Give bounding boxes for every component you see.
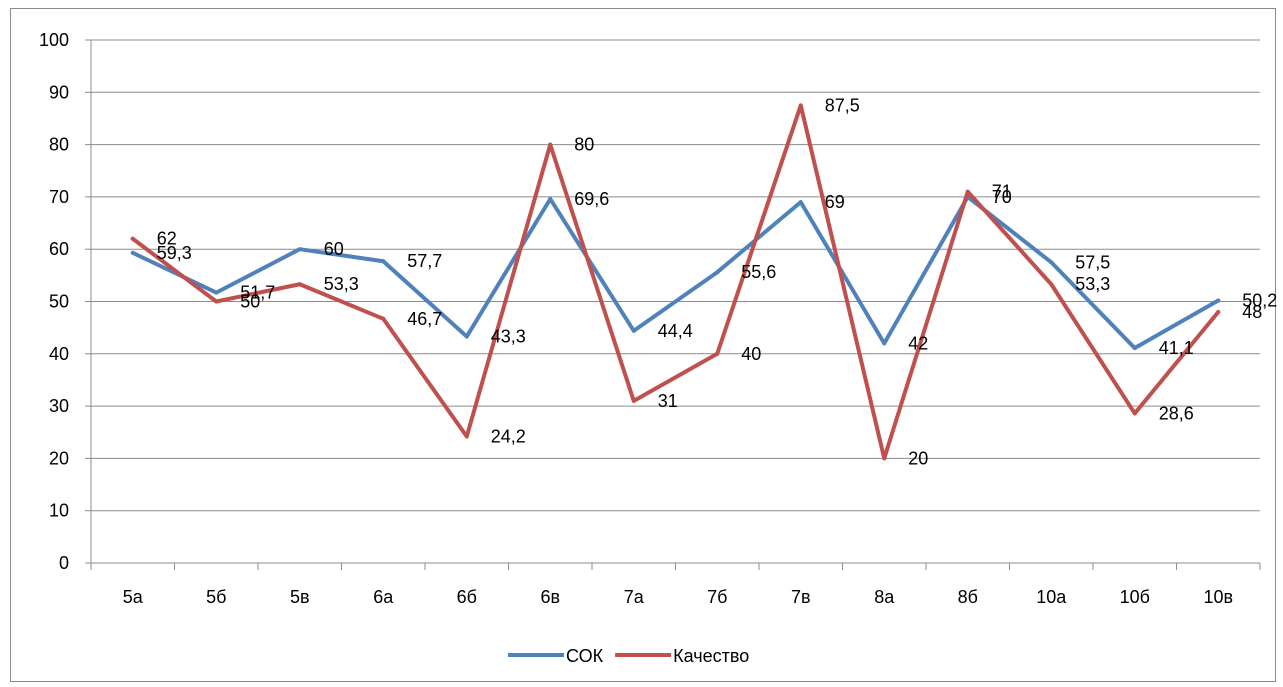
data-point [381, 259, 386, 264]
data-label: 87,5 [825, 95, 860, 115]
data-label: 80 [574, 135, 594, 155]
data-point [1049, 260, 1054, 265]
data-label: 69,6 [574, 189, 609, 209]
data-label: 51,7 [240, 283, 275, 303]
data-label: 40 [741, 344, 761, 364]
y-tick-label: 30 [49, 396, 69, 416]
data-point [548, 142, 553, 147]
data-point [297, 247, 302, 252]
data-point [130, 250, 135, 255]
data-point [1132, 411, 1137, 416]
data-point [1216, 298, 1221, 303]
x-tick-label: 7а [624, 587, 645, 607]
x-tick-label: 8б [958, 587, 978, 607]
legend: СОК Качество [508, 646, 749, 666]
data-label: 57,5 [1075, 252, 1110, 272]
data-point [798, 200, 803, 205]
data-label: 62 [157, 229, 177, 249]
data-label: 53,3 [324, 274, 359, 294]
y-tick-label: 20 [49, 448, 69, 468]
data-label: 48 [1242, 302, 1262, 322]
data-label: 59,3 [157, 243, 192, 263]
x-tick-label: 6б [457, 587, 477, 607]
chart-frame [10, 8, 1276, 682]
data-label: 43,3 [491, 327, 526, 347]
y-tick-label: 10 [49, 501, 69, 521]
data-labels: 59,3 51,7 60 57,7 43,3 69,6 44,4 55,6 69 42 70 57,5… [157, 95, 1278, 468]
legend-label: СОК [566, 646, 604, 666]
data-point [464, 434, 469, 439]
data-point [464, 334, 469, 339]
data-label: 57,7 [407, 251, 442, 271]
data-label: 20 [908, 448, 928, 468]
data-label: 44,4 [658, 321, 693, 341]
data-point [882, 341, 887, 346]
data-label: 28,6 [1159, 403, 1194, 423]
series-line-2 [130, 103, 1221, 461]
y-tick-label: 70 [49, 187, 69, 207]
data-label: 24,2 [491, 426, 526, 446]
y-tick-label: 80 [49, 135, 69, 155]
data-point [214, 290, 219, 295]
y-tick-label: 40 [49, 344, 69, 364]
data-label: 42 [908, 333, 928, 353]
series-line-1 [130, 194, 1221, 351]
data-label: 53,3 [1075, 274, 1110, 294]
data-point [130, 236, 135, 241]
x-tick-label: 10а [1036, 587, 1067, 607]
x-tick-label: 8а [874, 587, 895, 607]
data-point [1216, 309, 1221, 314]
data-label: 55,6 [741, 262, 776, 282]
x-tick-label: 7б [707, 587, 727, 607]
data-label: 50,2 [1242, 290, 1277, 310]
y-tick-label: 90 [49, 82, 69, 102]
axes: 0 10 20 30 40 50 60 70 80 90 100 5а 5б 5в 6а 6б 6в 7а 7б 7в… [39, 30, 1261, 607]
data-point [631, 398, 636, 403]
x-tick-label: 7в [791, 587, 811, 607]
data-label: 70 [992, 187, 1012, 207]
gridlines [91, 39, 1260, 512]
data-point [631, 328, 636, 333]
data-point [548, 196, 553, 201]
y-tick-label: 50 [49, 292, 69, 312]
data-point [715, 351, 720, 356]
data-point [715, 270, 720, 275]
x-tick-label: 10в [1203, 587, 1233, 607]
y-tick-label: 60 [49, 239, 69, 259]
data-label: 60 [324, 239, 344, 259]
data-point [214, 299, 219, 304]
data-label: 31 [658, 391, 678, 411]
data-point [798, 103, 803, 108]
data-point [1132, 346, 1137, 351]
x-tick-label: 6а [373, 587, 394, 607]
x-tick-label: 5а [123, 587, 144, 607]
data-point [882, 456, 887, 461]
y-tick-label: 100 [39, 30, 69, 50]
data-point [965, 189, 970, 194]
data-label: 71 [992, 182, 1012, 202]
data-point [381, 316, 386, 321]
data-label: 46,7 [407, 309, 442, 329]
data-point [1049, 282, 1054, 287]
x-tick-label: 10б [1120, 587, 1150, 607]
data-label: 69 [825, 192, 845, 212]
x-tick-label: 5в [290, 587, 310, 607]
x-tick-label: 5б [206, 587, 226, 607]
data-label: 50 [240, 292, 260, 312]
data-point [297, 282, 302, 287]
data-label: 41,1 [1159, 338, 1194, 358]
x-tick-label: 6в [540, 587, 560, 607]
y-tick-label: 0 [59, 553, 69, 573]
series-lines [130, 103, 1221, 461]
legend-label: Качество [673, 646, 749, 666]
